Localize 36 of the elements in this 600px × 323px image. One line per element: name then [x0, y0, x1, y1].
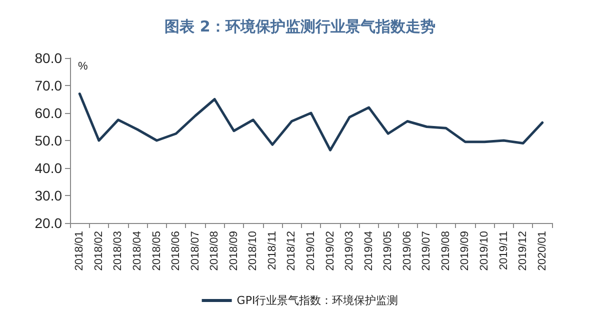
- x-tick-label: 2019/07: [420, 231, 433, 271]
- x-tick-label: 2019/03: [344, 231, 356, 271]
- x-tick-label: 2019/01: [305, 231, 317, 271]
- legend-label: GPI行业景气指数：环境保护监测: [236, 294, 398, 307]
- x-tick-label: 2019/06: [401, 231, 414, 271]
- x-tick-label: 2020/01: [536, 231, 548, 271]
- x-tick-label: 2019/08: [440, 231, 452, 271]
- x-tick-label: 2018/07: [189, 231, 202, 271]
- y-axis-title: %: [78, 60, 88, 72]
- y-tick-label: 80.0: [34, 50, 62, 66]
- x-tick-label: 2018/10: [247, 231, 260, 271]
- x-tick-label: 2018/11: [266, 231, 278, 270]
- x-tick-label: 2019/04: [362, 231, 375, 271]
- y-tick-label: 50.0: [34, 132, 62, 148]
- x-tick-label: 2019/05: [382, 231, 394, 271]
- x-tick-label: 2018/01: [74, 231, 86, 271]
- line-series: [78, 92, 544, 152]
- y-tick-label: 30.0: [34, 188, 62, 204]
- x-tick-label: 2018/06: [170, 231, 182, 271]
- x-tick-label: 2019/11: [498, 231, 510, 270]
- x-tick-label: 2019/10: [478, 231, 491, 271]
- x-tick-label: 2019/09: [459, 231, 472, 271]
- y-tick-label: 20.0: [34, 215, 62, 231]
- y-tick-label: 40.0: [34, 160, 62, 176]
- x-tick-label: 2018/03: [112, 231, 124, 271]
- y-tick-label: 60.0: [34, 105, 62, 121]
- x-tick-label: 2019/02: [324, 231, 336, 271]
- x-tick-label: 2018/05: [150, 231, 163, 271]
- x-tick-label: 2018/09: [228, 231, 240, 271]
- x-tick-label: 2018/08: [208, 231, 221, 271]
- chart-title: 图表 2：环境保护监测行业景气指数走势: [164, 18, 436, 36]
- x-tick-label: 2019/12: [517, 231, 530, 271]
- x-tick-label: 2018/04: [131, 231, 144, 271]
- x-tick-label: 2018/12: [286, 231, 298, 271]
- x-tick-label: 2018/02: [92, 231, 105, 271]
- y-tick-label: 70.0: [34, 78, 62, 94]
